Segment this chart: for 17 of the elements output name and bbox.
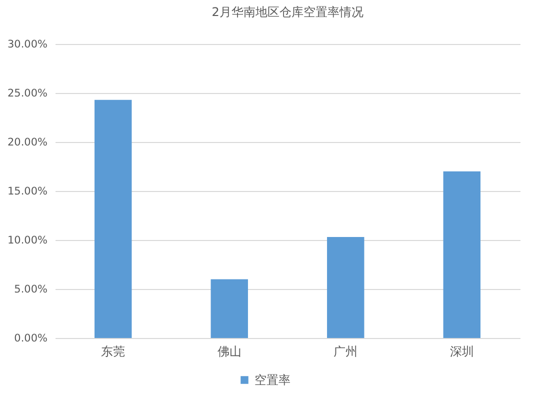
legend-label: 空置率 — [254, 373, 290, 387]
y-tick-label: 20.00% — [7, 136, 48, 148]
y-tick-label: 30.00% — [7, 38, 48, 50]
bar — [94, 100, 132, 338]
bar — [327, 237, 364, 338]
chart-title: 2月华南地区仓库空置率情况 — [212, 5, 364, 19]
y-tick-label: 5.00% — [14, 284, 48, 296]
bar — [443, 171, 480, 338]
y-tick-label: 25.00% — [7, 88, 48, 100]
x-tick-label: 佛山 — [217, 344, 242, 358]
y-tick-label: 0.00% — [14, 332, 48, 344]
y-tick-label: 15.00% — [7, 186, 48, 198]
bar — [210, 279, 248, 338]
x-tick-label: 东莞 — [101, 344, 126, 358]
x-tick-label: 广州 — [334, 344, 358, 358]
x-tick-label: 深圳 — [450, 344, 474, 358]
y-tick-label: 10.00% — [7, 234, 48, 246]
